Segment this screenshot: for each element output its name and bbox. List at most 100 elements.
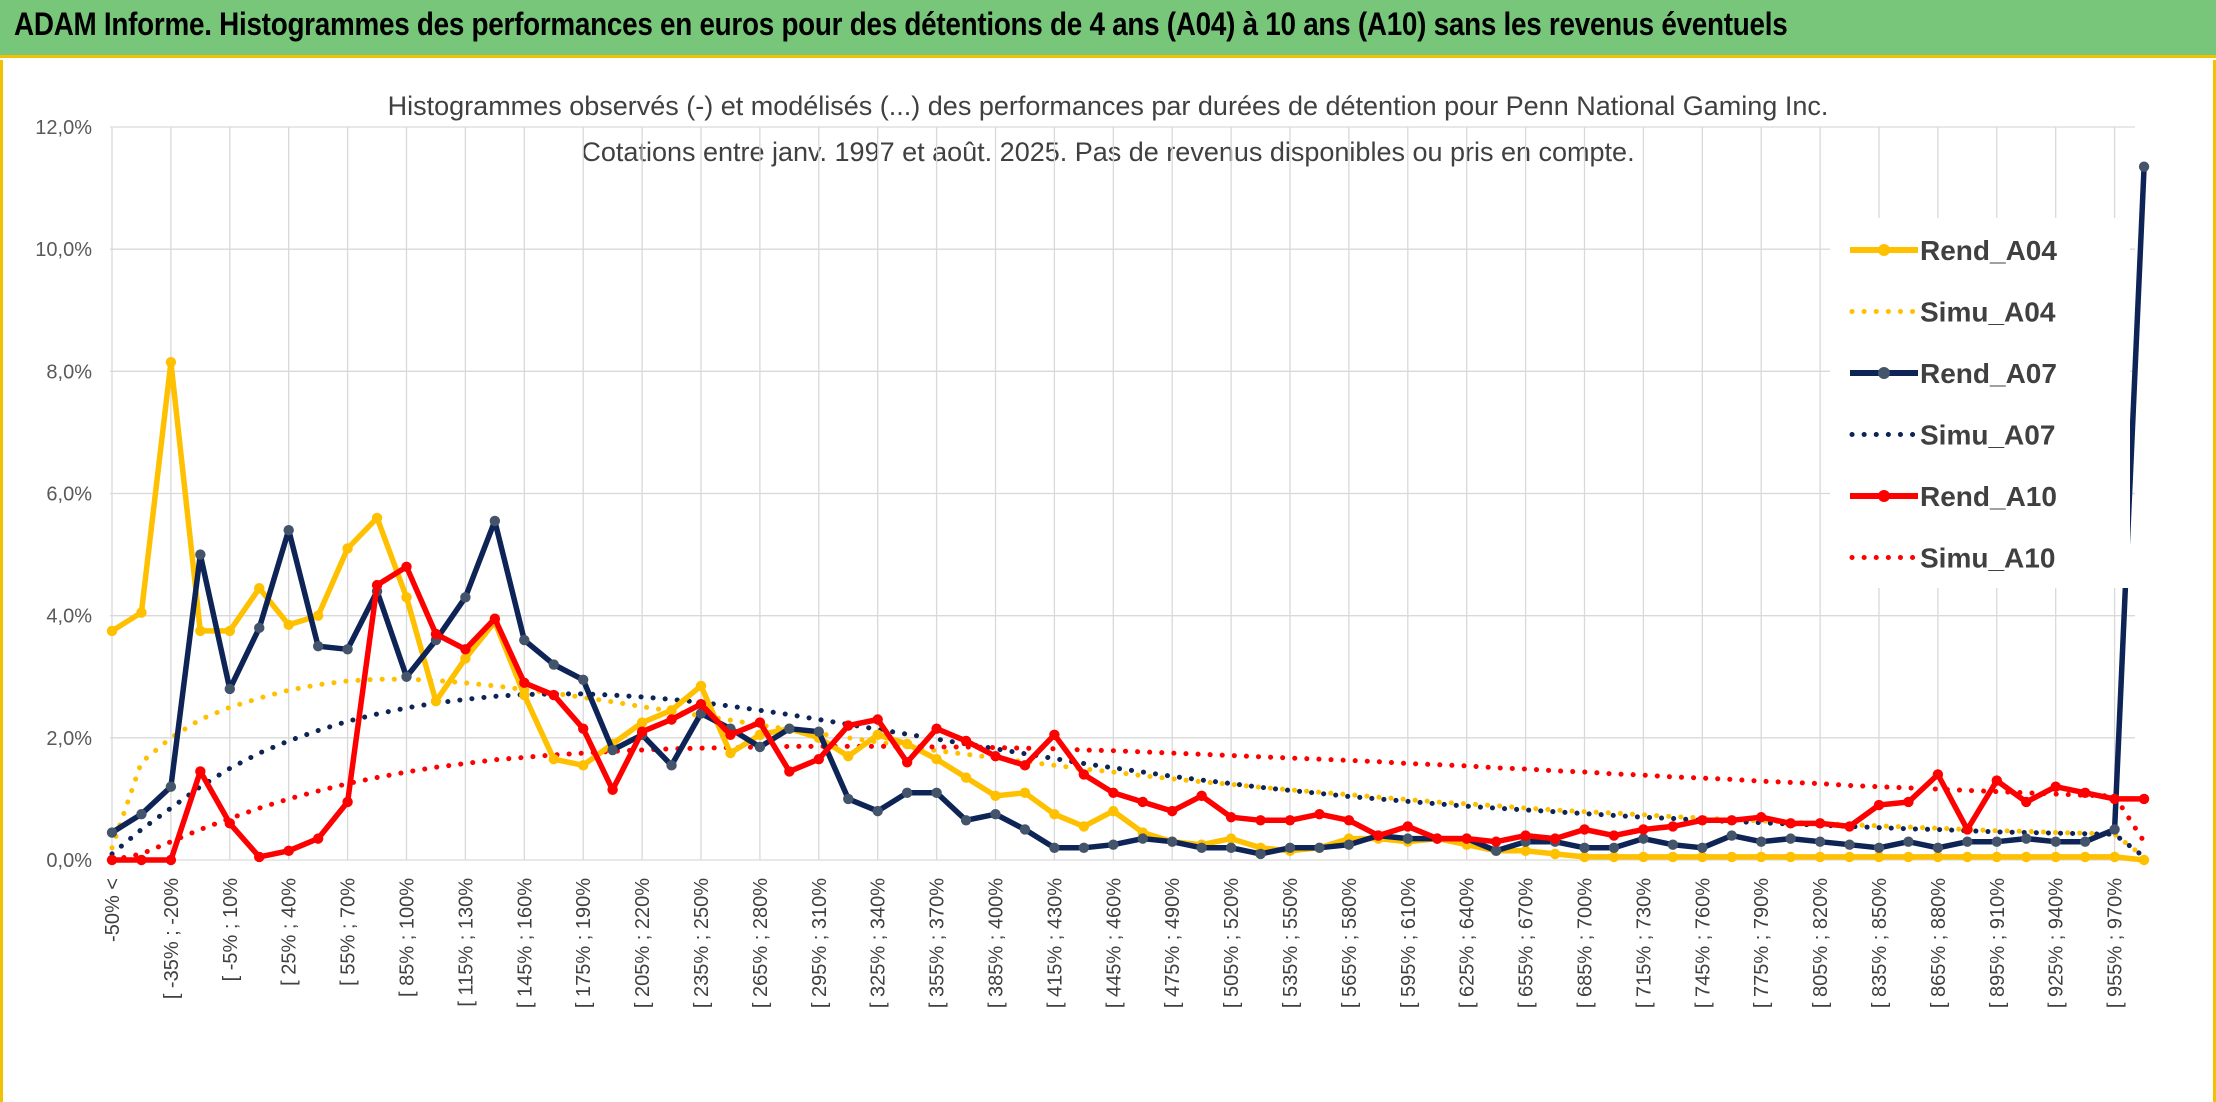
legend-item-rend-a04: Rend_A04	[1850, 235, 2057, 266]
data-point	[843, 720, 854, 731]
legend-marker	[1878, 244, 1890, 256]
data-point	[195, 549, 206, 560]
data-point	[489, 515, 501, 527]
data-point	[2138, 854, 2150, 866]
data-point	[872, 714, 883, 725]
x-tick-label: [ 85% ; 100%	[397, 878, 419, 997]
data-point	[1019, 760, 1031, 771]
legend-item-simu-a04: Simu_A04	[1849, 297, 2056, 328]
data-point	[2109, 851, 2120, 863]
data-point	[1638, 824, 1649, 835]
y-tick-label: 8,0%	[46, 361, 92, 383]
data-point	[1137, 796, 1148, 808]
data-point	[371, 512, 383, 524]
report-banner: ADAM Informe. Histogrammes des performan…	[0, 0, 2216, 58]
data-point	[519, 689, 530, 701]
data-point	[1520, 845, 1531, 857]
x-tick-label: [ 745% ; 760%	[1692, 878, 1714, 1008]
data-point	[1726, 851, 1737, 863]
data-point	[2138, 793, 2150, 805]
series-rend-a10	[106, 561, 2150, 866]
data-point	[283, 619, 294, 631]
data-point	[843, 750, 854, 762]
data-point	[1756, 836, 1767, 847]
x-tick-label: [ -35% ; -20%	[161, 878, 183, 999]
data-point	[224, 818, 235, 829]
data-point	[1638, 851, 1649, 863]
legend-label: Rend_A04	[1920, 235, 2057, 266]
data-point	[1638, 833, 1649, 844]
data-point	[1932, 842, 1944, 853]
data-point	[1991, 836, 2003, 847]
data-point	[519, 634, 530, 646]
data-point	[136, 607, 147, 618]
data-point	[1549, 833, 1561, 844]
legend-label: Simu_A04	[1920, 297, 2056, 328]
legend-marker	[1878, 490, 1890, 502]
data-point	[136, 808, 147, 820]
data-point	[106, 625, 118, 637]
series-line	[109, 743, 2147, 863]
data-point	[1196, 790, 1207, 802]
data-point	[990, 808, 1001, 820]
data-point	[401, 561, 412, 572]
data-point	[2079, 851, 2091, 863]
data-point	[1844, 821, 1855, 832]
data-point	[430, 695, 442, 707]
data-point	[872, 805, 883, 817]
data-point	[548, 754, 559, 765]
data-point	[1873, 842, 1885, 853]
data-point	[1932, 769, 1944, 780]
data-point	[578, 674, 589, 686]
data-point	[1167, 836, 1178, 847]
data-point	[1167, 805, 1178, 817]
data-point	[1991, 851, 2003, 863]
data-point	[813, 754, 824, 765]
data-point	[813, 726, 824, 737]
data-point	[960, 772, 972, 783]
legend-marker	[1878, 367, 1890, 379]
y-tick-label: 4,0%	[46, 606, 92, 628]
data-point	[872, 729, 883, 740]
report-title: ADAM Informe. Histogrammes des performan…	[14, 6, 1788, 42]
y-tick-label: 2,0%	[46, 728, 92, 750]
data-point	[1343, 839, 1355, 850]
x-tick-label: [ 445% ; 460%	[1103, 878, 1125, 1008]
x-tick-label: [ 205% ; 220%	[632, 878, 654, 1008]
data-point	[1726, 815, 1737, 826]
data-point	[960, 735, 972, 747]
data-point	[401, 671, 412, 682]
data-point	[960, 815, 972, 826]
data-point	[283, 524, 294, 536]
data-point	[1108, 787, 1119, 799]
data-point	[2050, 836, 2061, 847]
data-point	[666, 705, 677, 716]
x-tick-label: [ -5% ; 10%	[220, 878, 242, 982]
data-point	[990, 750, 1001, 762]
data-point	[578, 723, 589, 734]
data-point	[1284, 815, 1296, 826]
data-point	[430, 628, 442, 640]
data-point	[1932, 851, 1944, 863]
data-point	[165, 854, 177, 866]
x-tick-label: [ 535% ; 550%	[1280, 878, 1302, 1008]
x-tick-label: [ 775% ; 790%	[1751, 878, 1773, 1008]
data-point	[1402, 833, 1414, 844]
x-tick-label: [ 115% ; 130%	[455, 878, 477, 1007]
series-rend-a07	[106, 161, 2150, 860]
data-point	[931, 723, 942, 734]
data-point	[1225, 833, 1237, 844]
data-point	[725, 747, 736, 759]
data-point	[636, 717, 648, 728]
data-point	[165, 356, 177, 368]
series-simu-a07	[109, 691, 2147, 860]
x-tick-label: [ 715% ; 730%	[1633, 878, 1655, 1008]
series-line	[110, 166, 2147, 857]
data-point	[165, 781, 177, 792]
legend-label: Rend_A07	[1920, 358, 2057, 389]
data-point	[1314, 842, 1325, 853]
series-simu-a04	[109, 676, 2147, 860]
legend-item-rend-a10: Rend_A10	[1850, 481, 2057, 512]
y-tick-label: 6,0%	[46, 484, 92, 506]
data-point	[1579, 824, 1590, 835]
